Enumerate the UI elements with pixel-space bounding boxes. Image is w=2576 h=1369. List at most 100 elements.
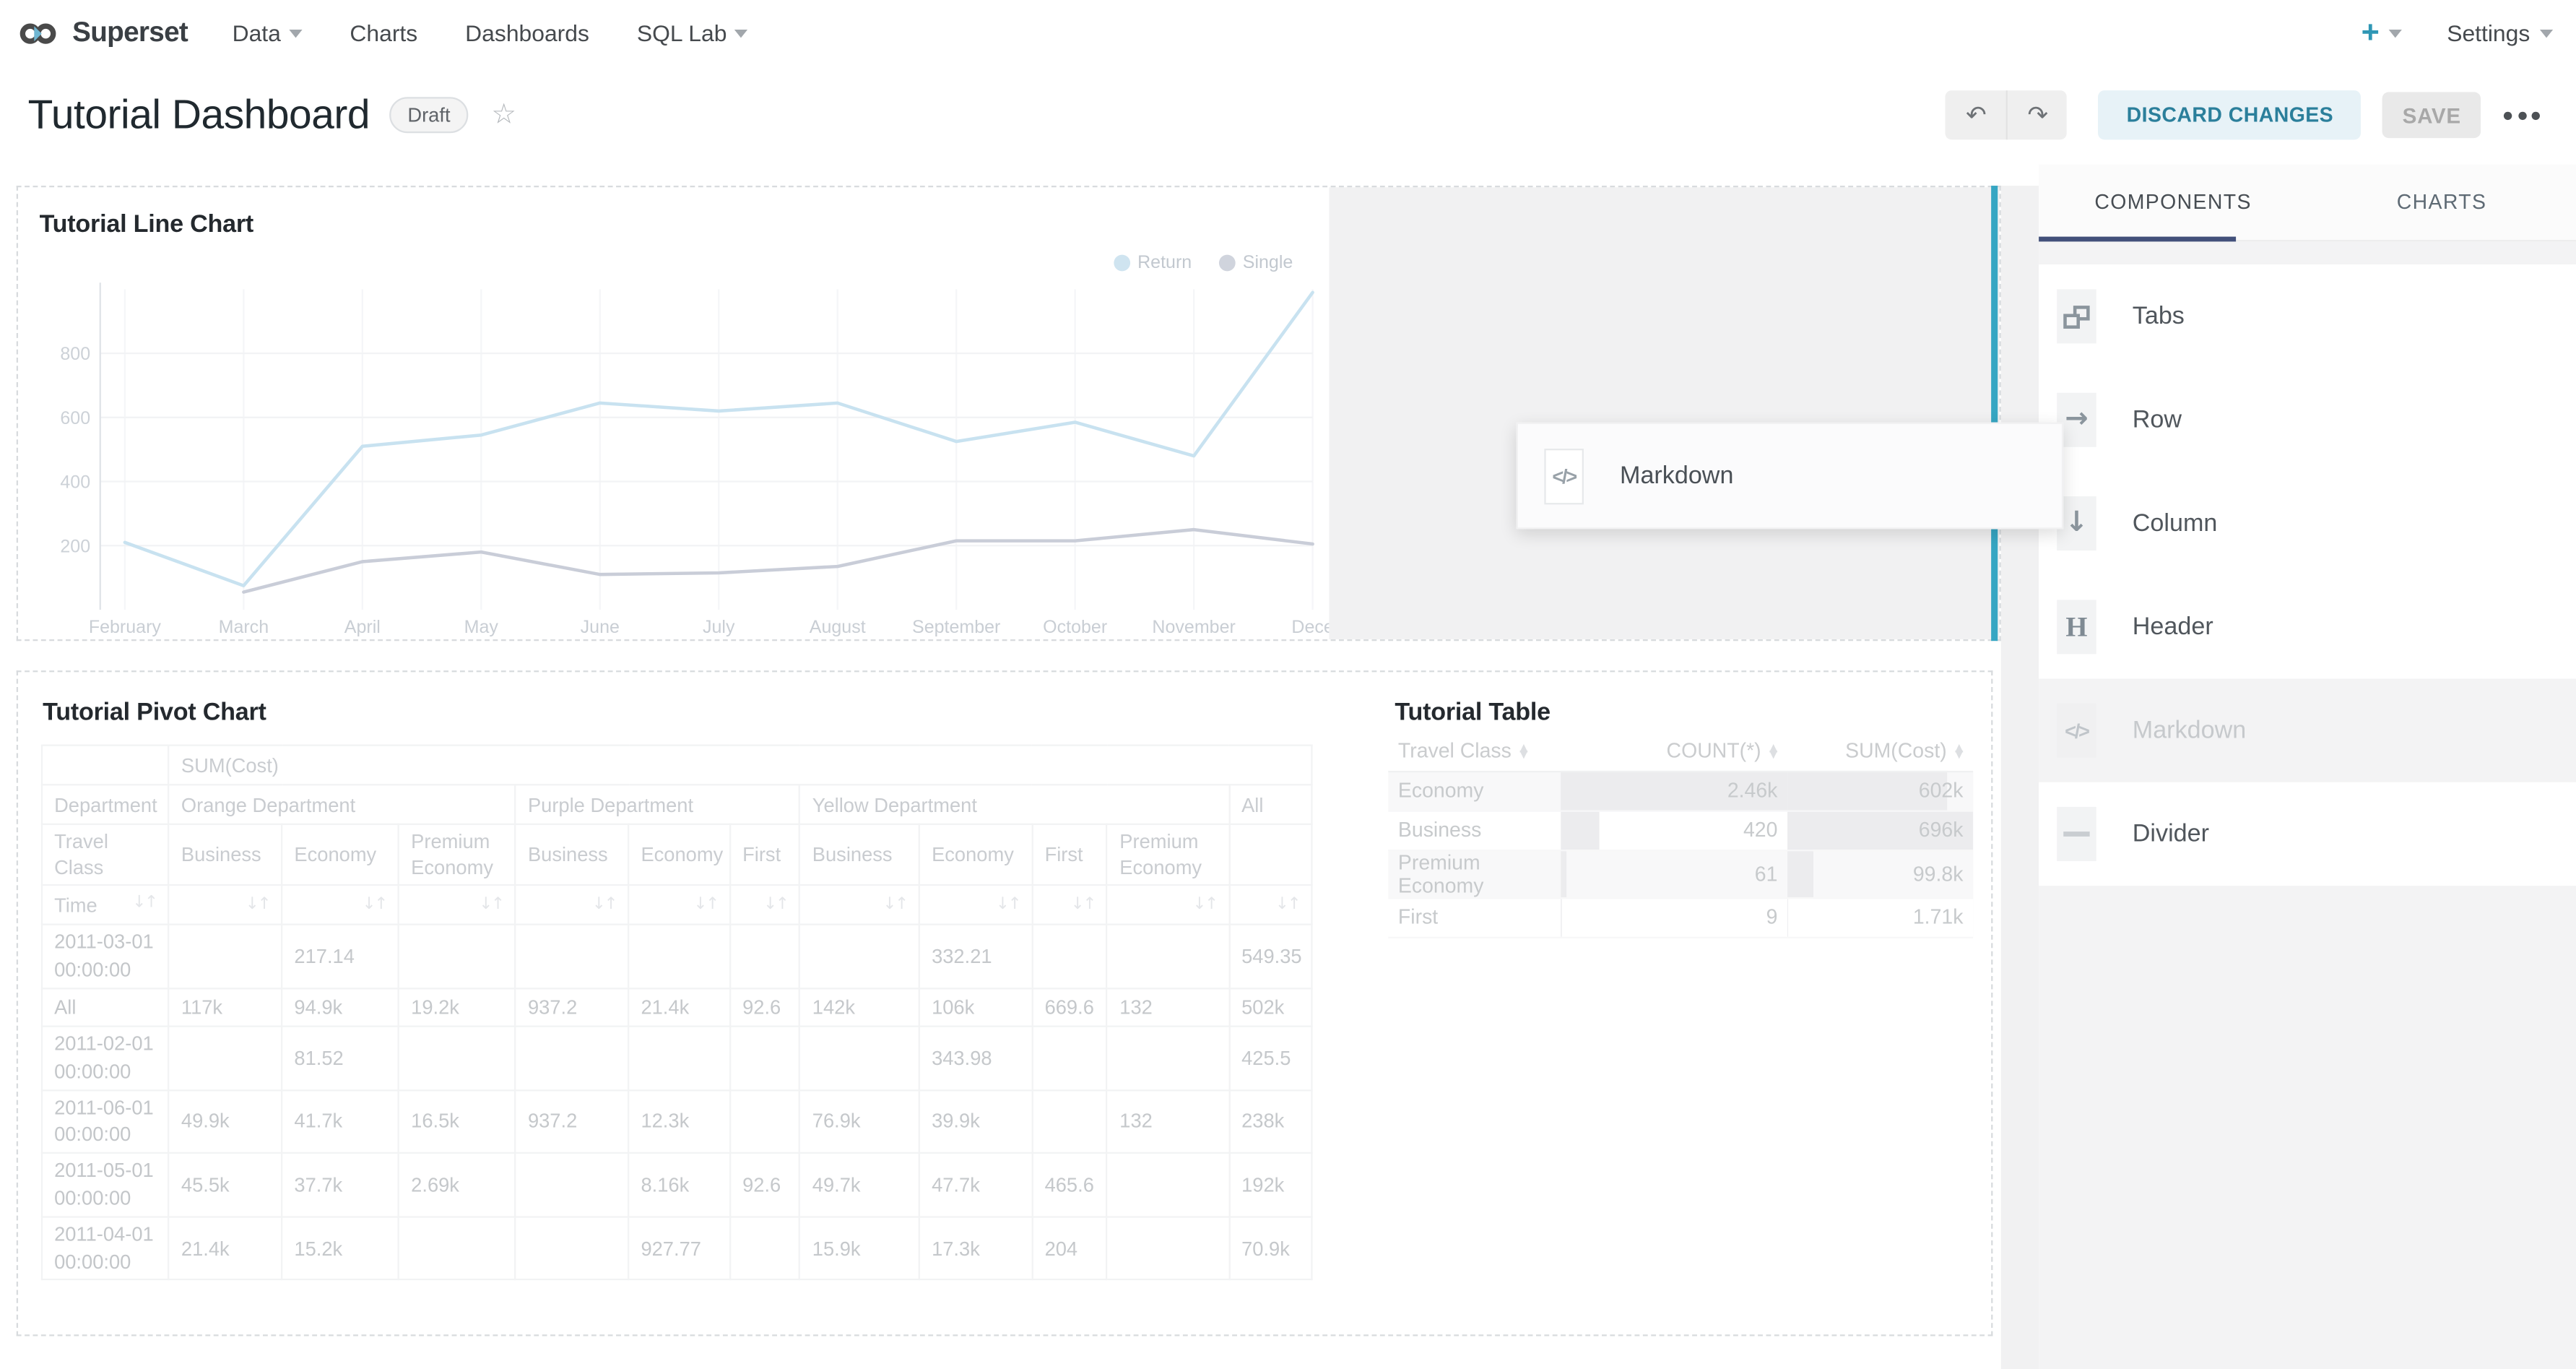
pivot-cell bbox=[1031, 1089, 1109, 1154]
pivot-cell: 49.9k bbox=[168, 1089, 283, 1154]
table-cell-count: 61 bbox=[1561, 850, 1788, 899]
table-cell-sum: 99.8k bbox=[1787, 850, 1974, 899]
pivot-cell: 502k bbox=[1228, 988, 1313, 1027]
pivot-column-header: Business bbox=[799, 823, 921, 887]
row-empty-space bbox=[1329, 187, 2000, 639]
nav-item-sql-lab[interactable]: SQL Lab bbox=[637, 20, 749, 46]
pivot-cell: 142k bbox=[799, 988, 921, 1027]
component-label: Header bbox=[2132, 613, 2213, 642]
pivot-row: 2011-03-01 00:00:00 217.14 332.21 549.35 bbox=[40, 924, 1313, 990]
pivot-sort-header[interactable]: ↓↑ bbox=[729, 884, 801, 926]
legend-item-single[interactable]: Single bbox=[1219, 253, 1293, 273]
page-title[interactable]: Tutorial Dashboard bbox=[27, 91, 370, 137]
settings-menu[interactable]: Settings bbox=[2447, 20, 2554, 46]
save-button[interactable]: SAVE bbox=[2382, 92, 2481, 139]
pivot-cell: 669.6 bbox=[1031, 988, 1109, 1027]
discard-changes-button[interactable]: DISCARD CHANGES bbox=[2098, 90, 2362, 140]
tab-charts[interactable]: CHARTS bbox=[2396, 190, 2487, 214]
pivot-column-header: Economy bbox=[918, 823, 1033, 887]
pivot-sort-header[interactable]: ↓↑ bbox=[397, 884, 517, 926]
pivot-column-header: First bbox=[1031, 823, 1109, 887]
sidebar-component-tabs[interactable]: Tabs bbox=[2039, 264, 2576, 368]
pivot-cell: 37.7k bbox=[281, 1152, 400, 1218]
more-menu-button[interactable] bbox=[2500, 104, 2543, 126]
pivot-cell bbox=[514, 1215, 630, 1281]
pivot-row-label: 2011-06-01 00:00:00 bbox=[40, 1089, 170, 1154]
component-icon-box: → bbox=[2057, 392, 2096, 447]
pivot-column-header bbox=[1228, 823, 1313, 887]
tab-components[interactable]: COMPONENTS bbox=[2094, 190, 2252, 214]
legend-item-return[interactable]: Return bbox=[1114, 253, 1192, 273]
pivot-cell: 192k bbox=[1228, 1152, 1313, 1218]
svg-text:800: 800 bbox=[60, 344, 90, 364]
undo-button[interactable]: ↶ bbox=[1946, 90, 2007, 140]
drag-preview-markdown[interactable]: </> Markdown bbox=[1516, 422, 2064, 530]
pivot-row: 2011-06-01 00:00:00 49.9k 41.7k 16.5k 937.2 12… bbox=[40, 1089, 1313, 1154]
sidebar-component-markdown[interactable]: </> Markdown bbox=[2039, 678, 2576, 782]
pivot-group-header: Purple Department bbox=[514, 784, 801, 825]
data-table: Travel Class ▲ ▼ COUNT(*) ▲ ▼ SUM(Cost) ▲ ▼ Econo… bbox=[1388, 731, 1974, 938]
component-icon-box: </> bbox=[2057, 703, 2096, 758]
pivot-cell bbox=[514, 1025, 630, 1091]
pivot-sort-header[interactable]: ↓↑ bbox=[1031, 884, 1109, 926]
pivot-column-header: Economy bbox=[628, 823, 732, 887]
nav-item-data[interactable]: Data bbox=[233, 20, 303, 46]
favorite-star-icon[interactable]: ☆ bbox=[491, 98, 517, 131]
pivot-row: 2011-05-01 00:00:00 45.5k 37.7k 2.69k 8.16k 92… bbox=[40, 1152, 1313, 1218]
pivot-cell: 549.35 bbox=[1228, 924, 1313, 990]
pivot-cell: 49.7k bbox=[799, 1152, 921, 1218]
pivot-cell bbox=[628, 1025, 732, 1091]
pivot-sort-header[interactable]: ↓↑ bbox=[799, 884, 921, 926]
nav-item-charts[interactable]: Charts bbox=[350, 20, 418, 46]
table-row: First 9 1.71k bbox=[1388, 897, 1974, 938]
pivot-sort-header[interactable]: ↓↑ bbox=[1106, 884, 1231, 926]
pivot-cell: 15.9k bbox=[799, 1215, 921, 1281]
line-chart: 200 400 600 800 February March April May June Jul… bbox=[60, 282, 1329, 637]
table-cell-travel-class: Economy bbox=[1388, 770, 1561, 811]
pivot-cell bbox=[729, 1089, 801, 1154]
nav-item-dashboards[interactable]: Dashboards bbox=[465, 20, 589, 46]
new-item-button[interactable]: + bbox=[2362, 17, 2403, 48]
pivot-sort-header[interactable]: ↓↑ bbox=[918, 884, 1033, 926]
pivot-cell: 15.2k bbox=[281, 1215, 400, 1281]
sidebar-component-header[interactable]: H Header bbox=[2039, 575, 2576, 679]
pivot-cell bbox=[1031, 924, 1109, 990]
pivot-sort-header[interactable]: ↓↑ bbox=[514, 884, 630, 926]
pivot-column-header: Business bbox=[168, 823, 283, 887]
pivot-cell: 132 bbox=[1106, 1089, 1231, 1154]
sidebar-component-row[interactable]: → Row bbox=[2039, 368, 2576, 472]
pivot-sort-header-time[interactable]: Time ↓↑ bbox=[40, 884, 170, 926]
dashboard-canvas: Tutorial Line Chart Return Single 200 400 6… bbox=[0, 164, 2039, 1369]
component-label: Column bbox=[2132, 509, 2218, 537]
pivot-cell: 8.16k bbox=[628, 1152, 732, 1218]
pivot-cell: 81.52 bbox=[281, 1025, 400, 1091]
chevron-down-icon bbox=[2539, 29, 2554, 38]
superset-brand[interactable]: Superset bbox=[17, 11, 188, 55]
column-arrow-icon: ↓ bbox=[2065, 506, 2089, 540]
settings-label: Settings bbox=[2447, 20, 2531, 46]
pivot-cell: 92.6 bbox=[729, 1152, 801, 1218]
pivot-sort-header[interactable]: ↓↑ bbox=[168, 884, 283, 926]
redo-button[interactable]: ↷ bbox=[2006, 90, 2068, 140]
svg-text:600: 600 bbox=[60, 408, 90, 428]
sidebar-component-divider[interactable]: Divider bbox=[2039, 782, 2576, 886]
pivot-sort-header[interactable]: ↓↑ bbox=[281, 884, 400, 926]
table-column-header-count-[interactable]: COUNT(*) ▲ ▼ bbox=[1561, 731, 1788, 772]
component-icon-box: H bbox=[2057, 600, 2096, 655]
line-chart-card[interactable]: Tutorial Line Chart Return Single 200 400 6… bbox=[18, 187, 1330, 639]
pivot-sort-header[interactable]: ↓↑ bbox=[628, 884, 732, 926]
table-column-header-sum-cost-[interactable]: SUM(Cost) ▲ ▼ bbox=[1787, 731, 1974, 772]
sidebar-component-column[interactable]: ↓ Column bbox=[2039, 471, 2576, 576]
pivot-sort-header[interactable]: ↓↑ bbox=[1228, 884, 1313, 926]
pivot-cell bbox=[397, 1025, 517, 1091]
pivot-cell: 21.4k bbox=[628, 988, 732, 1027]
svg-text:June: June bbox=[581, 617, 620, 637]
pivot-table: SUM(Cost) Department Orange Department Purp… bbox=[40, 744, 1313, 1281]
pivot-cell bbox=[1106, 924, 1231, 990]
pivot-cell: 425.5 bbox=[1228, 1025, 1313, 1091]
table-column-header-travel-class[interactable]: Travel Class ▲ ▼ bbox=[1388, 731, 1561, 772]
tabs-icon bbox=[2063, 304, 2090, 328]
builder-sidebar: COMPONENTS CHARTS Tabs → Row ↓ Column H Header… bbox=[2039, 164, 2576, 1369]
pivot-chart-card[interactable]: Tutorial Pivot Chart SUM(Cost) Department… bbox=[21, 675, 1326, 1331]
table-chart-card[interactable]: Tutorial Table Travel Class ▲ ▼ COUNT(*) ▲ ▼ S… bbox=[1373, 675, 1985, 1331]
